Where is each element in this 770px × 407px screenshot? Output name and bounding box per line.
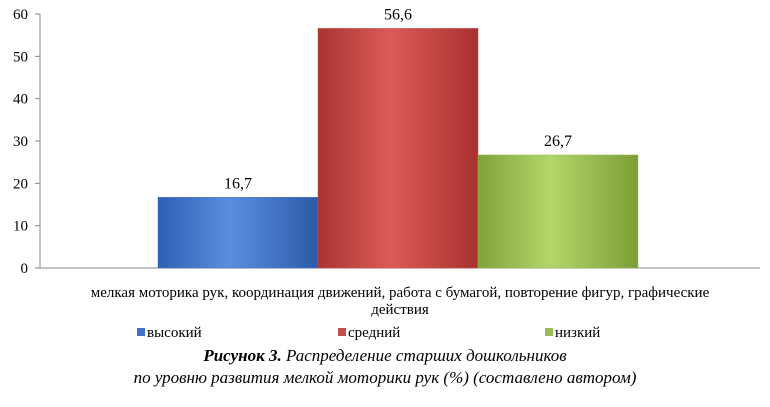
- data-labels: 16,7 56,6 26,7: [224, 6, 572, 192]
- y-ticks: 0 10 20 30 40 50 60: [13, 7, 40, 277]
- figure-caption-text-1: Распределение старших дошкольников: [281, 346, 567, 365]
- bars: [157, 28, 639, 269]
- data-label: 26,7: [544, 133, 572, 150]
- bar-высокий: [157, 197, 319, 269]
- figure-caption-line-1: Рисунок 3. Распределение старших дошколь…: [0, 346, 770, 366]
- y-tick-label: 10: [13, 219, 28, 235]
- x-category-label-line: действия: [371, 302, 429, 318]
- y-tick-label: 60: [13, 7, 28, 23]
- legend-swatch-высокий: [137, 328, 145, 336]
- legend-swatch-средний: [338, 328, 346, 336]
- legend: высокий средний низкий: [137, 325, 600, 341]
- y-tick-label: 20: [13, 176, 28, 192]
- figure-label: Рисунок 3.: [203, 346, 282, 365]
- bar-chart: 0 10 20 30 40 50 60 16,7 56,6 26,7 мелкая мотори…: [13, 6, 760, 341]
- y-tick-label: 50: [13, 49, 28, 65]
- bar-средний: [317, 28, 479, 269]
- legend-label-низкий: низкий: [555, 325, 600, 341]
- figure-caption-line-2: по уровню развития мелкой моторики рук (…: [133, 368, 637, 387]
- y-tick-label: 40: [13, 92, 28, 108]
- legend-label-средний: средний: [348, 325, 400, 341]
- bar-низкий: [477, 154, 639, 269]
- data-label: 56,6: [384, 6, 412, 23]
- y-tick-label: 0: [21, 261, 29, 277]
- legend-swatch-низкий: [545, 328, 553, 336]
- data-label: 16,7: [224, 175, 252, 192]
- y-tick-label: 30: [13, 134, 28, 150]
- x-category-label-line: мелкая моторика рук, координация движени…: [91, 285, 710, 301]
- legend-label-высокий: высокий: [147, 325, 202, 341]
- x-category-label: мелкая моторика рук, координация движени…: [91, 285, 710, 318]
